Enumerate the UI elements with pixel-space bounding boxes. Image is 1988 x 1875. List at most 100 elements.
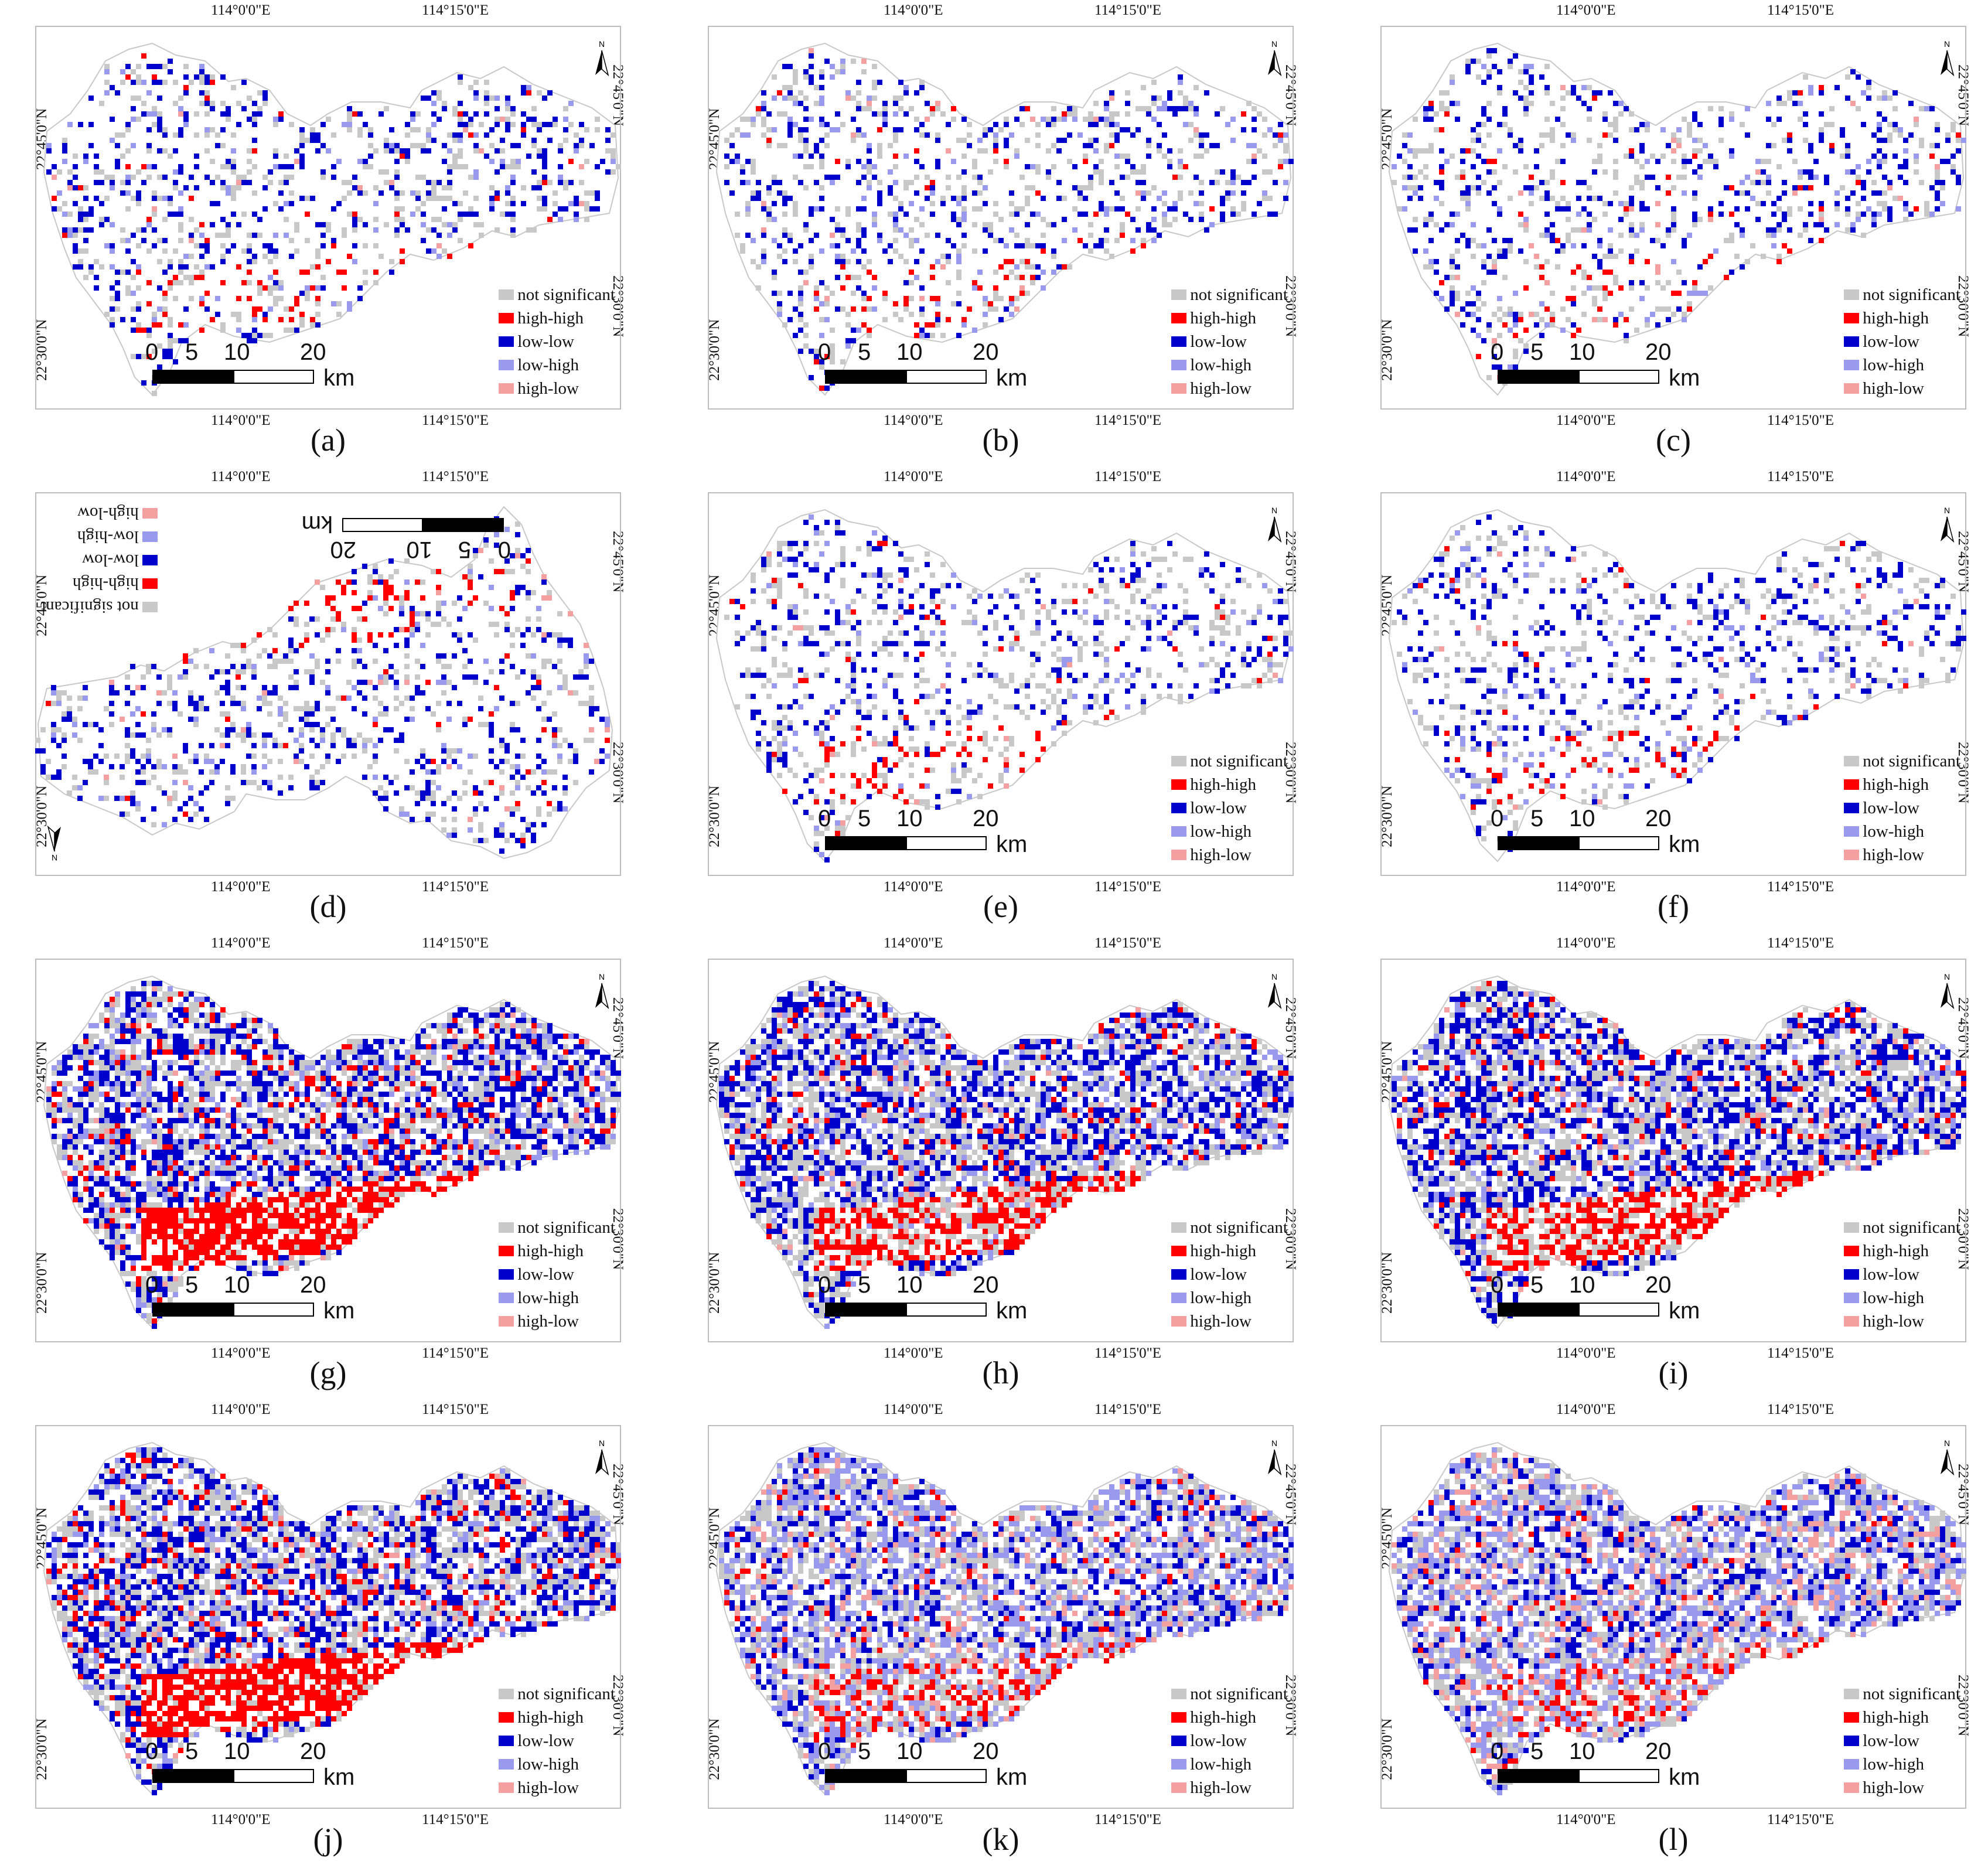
legend-swatch: [1171, 360, 1187, 370]
legend-swatch: [1171, 1222, 1187, 1233]
cluster-map: [43, 975, 621, 1329]
legend-swatch: [499, 1736, 514, 1746]
legend-label: high-high: [517, 308, 584, 328]
longitude-label-bottom-right: 114°15'0"E: [1767, 1812, 1834, 1828]
svg-text:N: N: [599, 972, 605, 981]
legend-swatch: [1844, 1293, 1860, 1303]
legend-item-not-significant: not significant: [499, 1682, 615, 1706]
scale-bar-black: [152, 1303, 233, 1317]
cells-low-low: [724, 53, 1294, 391]
legend-item-low-low: low-low: [1844, 1729, 1960, 1753]
legend-label: low-low: [1190, 798, 1247, 817]
scale-bar-white: [906, 836, 987, 850]
scale-tick: 5: [185, 1272, 199, 1298]
scale-bar-black: [1498, 1769, 1578, 1783]
svg-text:N: N: [1271, 972, 1277, 981]
legend-swatch: [499, 313, 514, 323]
legend-swatch: [499, 1689, 514, 1699]
legend-item-low-low: low-low: [1171, 796, 1288, 820]
cluster-cells: [724, 48, 1294, 391]
legend-swatch: [1844, 1222, 1860, 1233]
scale-tick: 0: [145, 339, 159, 365]
map-frame: [1380, 492, 1966, 876]
legend-item-high-high: high-high: [1844, 1239, 1960, 1263]
legend: not significant high-high low-low low-high h…: [41, 502, 158, 619]
legend-item-high-high: high-high: [499, 306, 615, 330]
legend-swatch: [1844, 360, 1860, 370]
scale-tick: 0: [1491, 339, 1504, 365]
scale-bar-black: [1498, 1303, 1578, 1317]
scale-bar-black: [825, 370, 906, 384]
scale-bar-black: [152, 370, 233, 384]
legend-item-low-high: low-high: [1844, 353, 1960, 377]
legend-item-high-low: high-low: [1171, 1310, 1288, 1333]
cells-low-high: [1392, 1447, 1966, 1795]
legend-swatch: [142, 578, 158, 589]
legend: not significant high-high low-low low-high h…: [1844, 283, 1960, 400]
cells-not-significant: [46, 981, 621, 1324]
cells-low-low: [1397, 48, 1961, 375]
scale-unit: km: [323, 1764, 355, 1790]
scale-bar-black: [423, 518, 504, 532]
map-panel-l: 114°0'0"E 114°15'0"E 114°0'0"E 114°15'0"…: [1357, 1399, 1971, 1857]
scale-bar: 0 5 10 20 km: [1491, 1272, 1700, 1325]
legend-item-low-low: low-low: [499, 1729, 615, 1753]
legend-swatch: [499, 336, 514, 347]
scale-bar: 0 5 10 20 km: [145, 1738, 354, 1791]
north-arrow-icon: N: [1938, 39, 1956, 80]
legend-label: low-low: [1190, 1264, 1247, 1284]
scale-tick: 10: [224, 339, 250, 365]
longitude-label-top-left: 114°0'0"E: [884, 469, 943, 485]
legend-label: high-low: [1190, 1311, 1252, 1331]
scale-tick: 0: [818, 806, 831, 831]
map-body: N 0 5 10 20 km not significant high-high l…: [35, 492, 621, 876]
legend-swatch: [1171, 756, 1187, 766]
scale-unit: km: [1669, 1298, 1700, 1324]
legend-item-high-high: high-high: [1844, 306, 1960, 330]
longitude-label-bottom-left: 114°0'0"E: [884, 1812, 943, 1828]
legend-label: not significant: [1190, 751, 1288, 771]
scale-tick: 10: [896, 1272, 923, 1298]
legend-label: high-high: [517, 1241, 584, 1260]
longitude-label-top-left: 114°0'0"E: [884, 1402, 943, 1417]
cluster-cells: [724, 514, 1294, 862]
legend: not significant high-high low-low low-high h…: [1844, 1216, 1960, 1333]
scale-bar-black: [1498, 836, 1578, 850]
legend-swatch: [499, 1316, 514, 1327]
scale-unit: km: [1669, 831, 1700, 857]
panel-label: (h): [982, 1355, 1019, 1390]
legend-item-high-low: high-low: [1844, 1776, 1960, 1799]
legend-swatch: [1844, 1736, 1860, 1746]
legend-swatch: [1844, 850, 1860, 860]
legend-swatch: [1844, 1712, 1860, 1723]
scale-tick: 5: [1530, 806, 1544, 831]
longitude-label-top-left: 114°0'0"E: [1556, 469, 1616, 485]
legend: not significant high-high low-low low-high h…: [1171, 1216, 1288, 1333]
north-arrow-icon: N: [1938, 1438, 1956, 1479]
scale-tick: 20: [300, 1738, 326, 1764]
scale-tick: 10: [224, 1272, 250, 1298]
longitude-label-bottom-left: 114°0'0"E: [1556, 412, 1616, 428]
longitude-label-bottom-left: 114°0'0"E: [1556, 879, 1616, 895]
legend-label: high-high: [1863, 308, 1929, 328]
legend-swatch: [1844, 1689, 1860, 1699]
legend-label: low-low: [1863, 798, 1919, 817]
legend-item-high-high: high-high: [1171, 306, 1288, 330]
scale-tick: 20: [1645, 806, 1672, 831]
scale-bar-white: [233, 1303, 314, 1317]
legend-item-high-low: high-low: [1171, 377, 1288, 400]
legend-label: low-low: [1863, 1264, 1919, 1284]
legend-label: low-high: [517, 1288, 579, 1307]
legend-item-high-low: high-low: [1171, 843, 1288, 867]
north-arrow-icon: N: [1266, 971, 1283, 1012]
scale-bar: 0 5 10 20 km: [818, 339, 1027, 392]
legend-swatch: [499, 1293, 514, 1303]
panel-label: (c): [1656, 422, 1691, 458]
legend-item-low-low: low-low: [41, 548, 158, 572]
scale-bar: 0 5 10 20 km: [302, 510, 511, 562]
cluster-map: [43, 1441, 621, 1795]
legend-item-high-high: high-high: [1171, 773, 1288, 796]
legend-label: high-low: [1863, 845, 1924, 864]
legend-label: low-low: [1863, 332, 1919, 351]
legend-label: low-high: [1863, 355, 1924, 374]
